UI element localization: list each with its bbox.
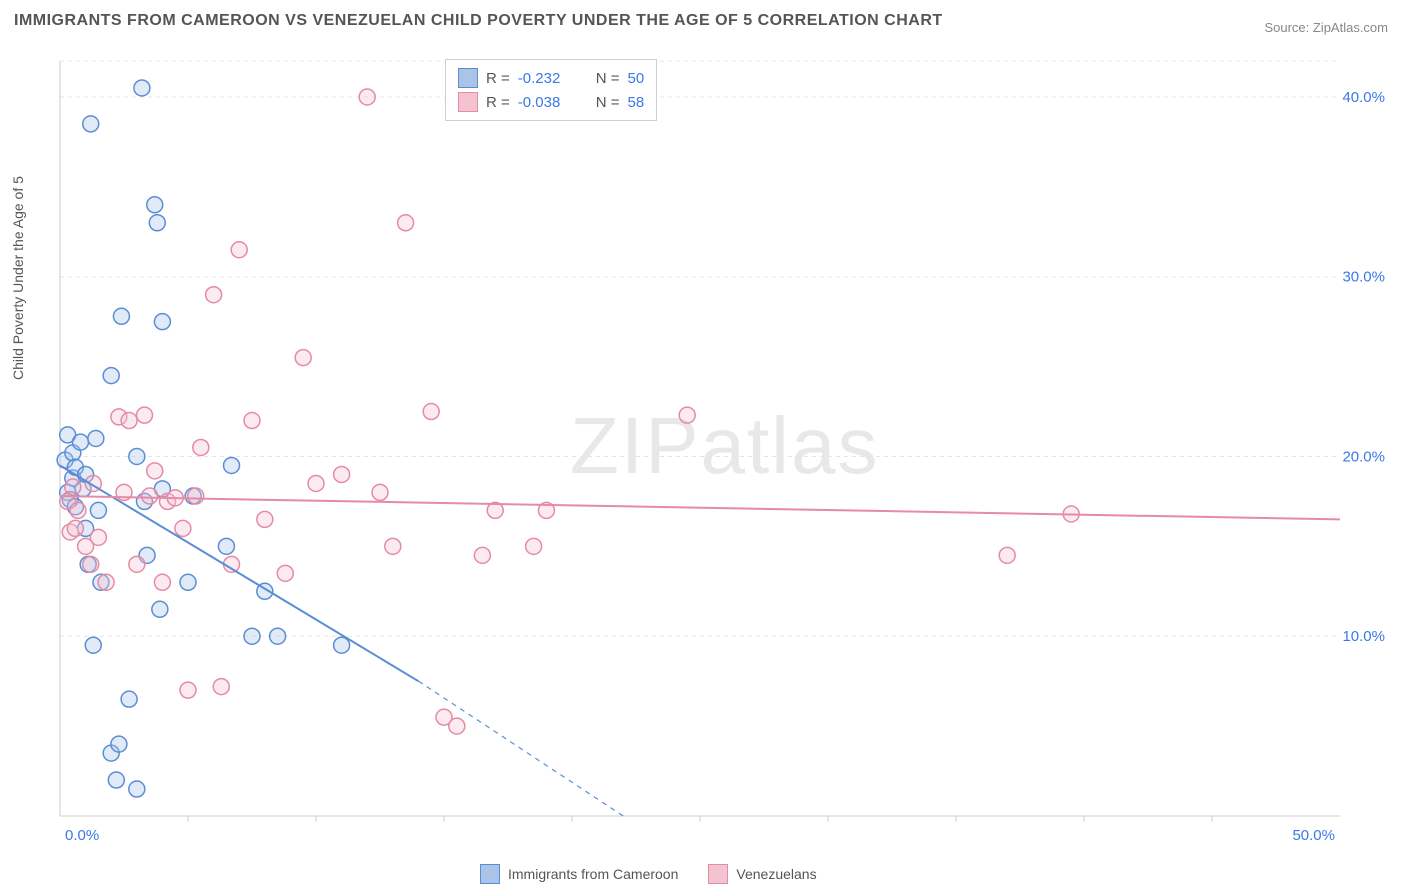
legend-item-cameroon: Immigrants from Cameroon [480,864,678,884]
swatch-venezuelans-icon [708,864,728,884]
svg-text:10.0%: 10.0% [1342,628,1385,645]
svg-text:30.0%: 30.0% [1342,269,1385,286]
legend-row-cameroon: R = -0.232 N = 50 [458,66,644,90]
n-label: N = [596,94,620,111]
swatch-cameroon-icon [480,864,500,884]
n-value-cameroon: 50 [628,70,645,87]
legend-label-venezuelans: Venezuelans [736,866,816,882]
r-label: R = [486,94,510,111]
r-value-cameroon: -0.232 [518,70,578,87]
source-attribution: Source: ZipAtlas.com [1264,20,1388,35]
svg-text:50.0%: 50.0% [1292,827,1335,844]
legend-label-cameroon: Immigrants from Cameroon [508,866,678,882]
source-value: ZipAtlas.com [1313,20,1388,35]
svg-text:20.0%: 20.0% [1342,448,1385,465]
n-value-venezuelans: 58 [628,94,645,111]
r-value-venezuelans: -0.038 [518,94,578,111]
n-label: N = [596,70,620,87]
scatter-chart: 10.0% 20.0% 30.0% 40.0% 0.0% 50.0% [50,56,1390,846]
legend-row-venezuelans: R = -0.038 N = 58 [458,90,644,114]
chart-area: 10.0% 20.0% 30.0% 40.0% 0.0% 50.0% [50,56,1390,846]
correlation-legend: R = -0.232 N = 50 R = -0.038 N = 58 [445,59,657,121]
swatch-cameroon [458,68,478,88]
svg-text:0.0%: 0.0% [65,827,99,844]
swatch-venezuelans [458,92,478,112]
svg-text:40.0%: 40.0% [1342,89,1385,106]
source-label: Source: [1264,20,1312,35]
r-label: R = [486,70,510,87]
y-axis-label: Child Poverty Under the Age of 5 [10,176,26,380]
legend-item-venezuelans: Venezuelans [708,864,816,884]
series-legend: Immigrants from Cameroon Venezuelans [480,864,817,884]
chart-title: IMMIGRANTS FROM CAMEROON VS VENEZUELAN C… [14,12,943,30]
